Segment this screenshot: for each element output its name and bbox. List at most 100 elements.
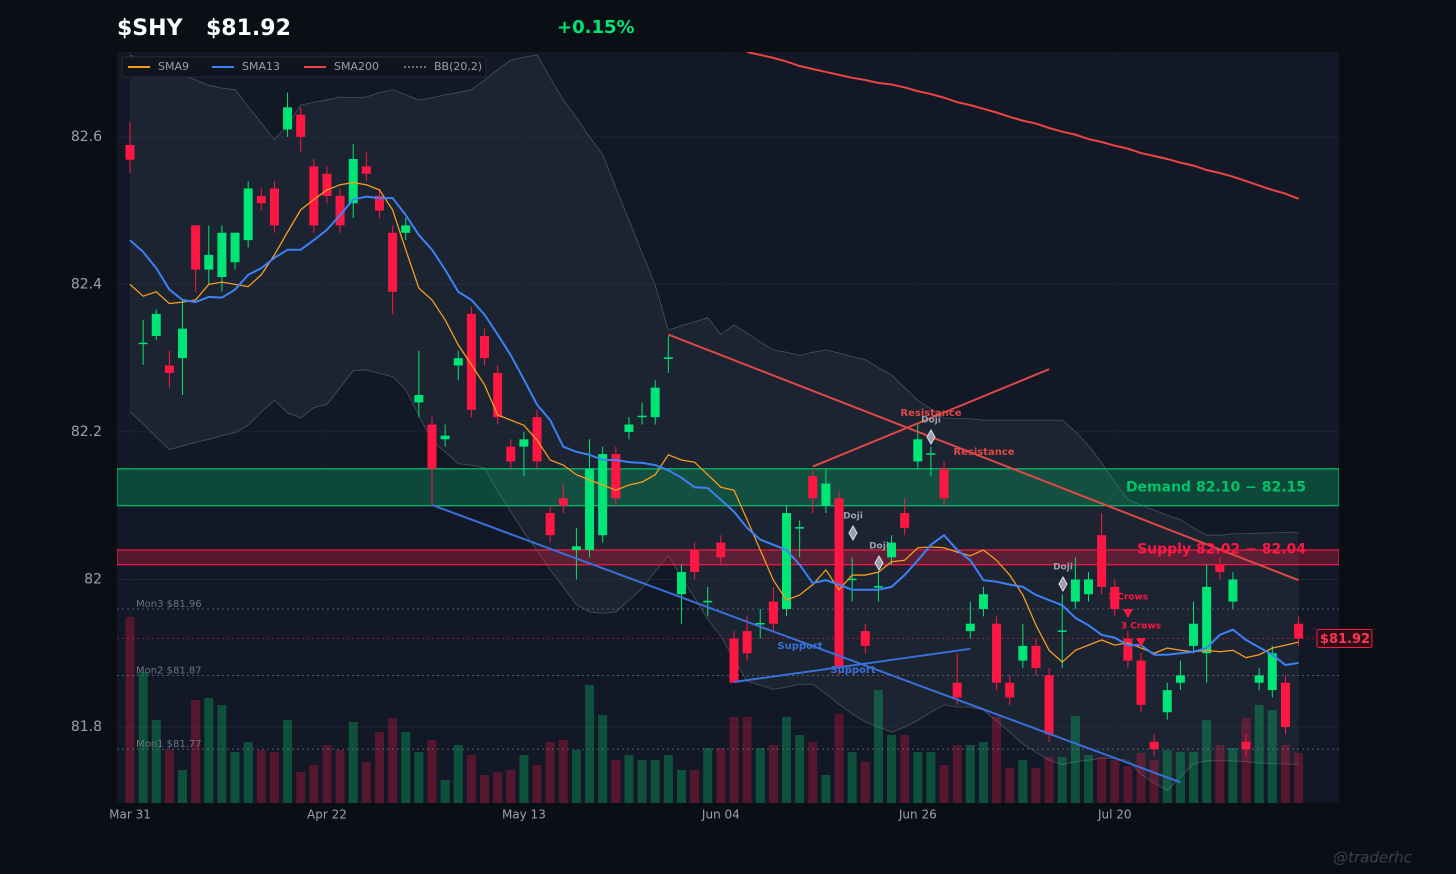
volume-bar — [1044, 757, 1054, 803]
candle-body — [164, 365, 174, 373]
candle-body — [401, 225, 411, 233]
candle-body — [545, 513, 555, 536]
candle-body — [1267, 653, 1277, 691]
volume-bar — [1031, 768, 1041, 803]
candle-body — [663, 357, 673, 359]
volume-bar — [296, 772, 306, 803]
candle-body — [519, 439, 529, 447]
volume-bar — [1254, 705, 1264, 803]
volume-bar — [1241, 718, 1251, 803]
volume-bar — [952, 745, 962, 803]
volume-bar — [611, 760, 621, 803]
candle-body — [466, 313, 476, 410]
level-label: Mon2 $81.87 — [136, 665, 202, 676]
volume-bar — [716, 748, 726, 803]
volume-bar — [401, 732, 411, 803]
candle-body — [1097, 535, 1107, 587]
volume-bar — [690, 770, 700, 803]
volume-bar — [125, 617, 135, 803]
doji-marker — [926, 428, 936, 446]
trendline — [667, 333, 1299, 582]
volume-bar — [204, 698, 214, 803]
candle-body — [414, 395, 424, 403]
volume-bar — [1083, 755, 1093, 803]
candle-body — [637, 415, 647, 418]
candle-body — [558, 498, 568, 506]
candle-body — [374, 195, 384, 211]
volume-bar — [926, 752, 936, 803]
candle-body — [821, 483, 831, 506]
candle-body — [296, 114, 306, 137]
volume-bar — [834, 714, 844, 803]
level-label: Mon3 $81.96 — [136, 599, 202, 610]
volume-bar — [466, 755, 476, 803]
x-tick-label: Jun 04 — [701, 808, 740, 822]
candle-body — [860, 631, 870, 646]
volume-bar — [1189, 752, 1199, 803]
candle-body — [611, 454, 621, 499]
doji-marker — [874, 554, 884, 572]
volume-bar — [795, 735, 805, 803]
annotation: Support — [830, 665, 875, 676]
candle-body — [1215, 564, 1225, 573]
header-price: $81.92 — [206, 16, 291, 41]
candle-body — [1228, 579, 1238, 602]
volume-bar — [1057, 757, 1067, 803]
level-label: Mon1 $81.77 — [136, 739, 202, 750]
volume-bar — [808, 742, 818, 803]
trendline — [812, 368, 1050, 468]
candle-body — [1241, 741, 1251, 750]
volume-bar — [1005, 768, 1015, 803]
candle-body — [1175, 675, 1185, 683]
candle-body — [1149, 741, 1159, 750]
candle-body — [873, 586, 883, 588]
ma-line — [746, 52, 1299, 200]
volume-bar — [663, 755, 673, 803]
volume-bar — [637, 760, 647, 803]
volume-bar — [1202, 720, 1212, 803]
ticker: $SHY — [117, 16, 184, 41]
volume-bar — [1018, 760, 1028, 803]
candle-body — [1083, 579, 1093, 595]
volume-bar — [965, 745, 975, 803]
candle-body — [913, 439, 923, 462]
y-tick-label: 81.8 — [71, 719, 102, 735]
volume-bar — [1175, 752, 1185, 803]
volume-bar — [309, 765, 319, 803]
volume-bar — [1267, 710, 1277, 803]
plot-area — [117, 52, 1339, 803]
zone-label: Demand 82.10 − 82.15 — [1126, 479, 1306, 495]
volume-bar — [1149, 760, 1159, 803]
candle-body — [230, 232, 240, 263]
candle-body — [571, 546, 581, 550]
candle-body — [755, 622, 765, 625]
candle-body — [768, 601, 778, 624]
volume-bar — [821, 775, 831, 803]
candle-body — [676, 572, 686, 595]
volume-bar — [335, 750, 345, 803]
volume-bar — [1215, 745, 1225, 803]
candle-body — [782, 513, 791, 609]
volume-bar — [847, 752, 857, 803]
volume-bar — [217, 705, 227, 803]
y-tick-label: 82.6 — [71, 129, 102, 145]
volume-bar — [1110, 760, 1120, 803]
volume-bar — [283, 720, 293, 803]
volume-bar — [322, 745, 332, 803]
volume-bar — [650, 760, 660, 803]
x-tick-label: Apr 22 — [307, 808, 347, 822]
zone-label: Supply 82.02 − 82.04 — [1137, 541, 1306, 557]
candle-body — [834, 498, 844, 668]
trendline — [431, 504, 1181, 784]
candle-body — [690, 549, 700, 573]
annotation: 3 Crows — [1108, 593, 1148, 603]
volume-bar — [1228, 748, 1238, 803]
volume-bar — [992, 717, 1002, 803]
candle-body — [361, 166, 371, 174]
candle-body — [952, 682, 962, 698]
candle-body — [1031, 645, 1041, 668]
volume-bar — [598, 715, 608, 803]
candle-body — [1162, 690, 1172, 713]
candle-body — [1254, 675, 1264, 683]
candle-body — [1044, 675, 1054, 735]
